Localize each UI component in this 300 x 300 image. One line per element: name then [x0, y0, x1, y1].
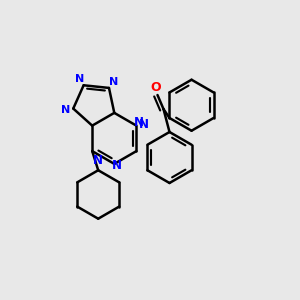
Text: N: N — [139, 118, 149, 131]
Text: N: N — [61, 105, 70, 115]
Text: O: O — [151, 80, 161, 94]
Text: N: N — [112, 159, 122, 172]
Text: N: N — [134, 116, 144, 129]
Text: N: N — [75, 74, 85, 84]
Text: N: N — [93, 154, 103, 167]
Text: N: N — [110, 77, 118, 87]
